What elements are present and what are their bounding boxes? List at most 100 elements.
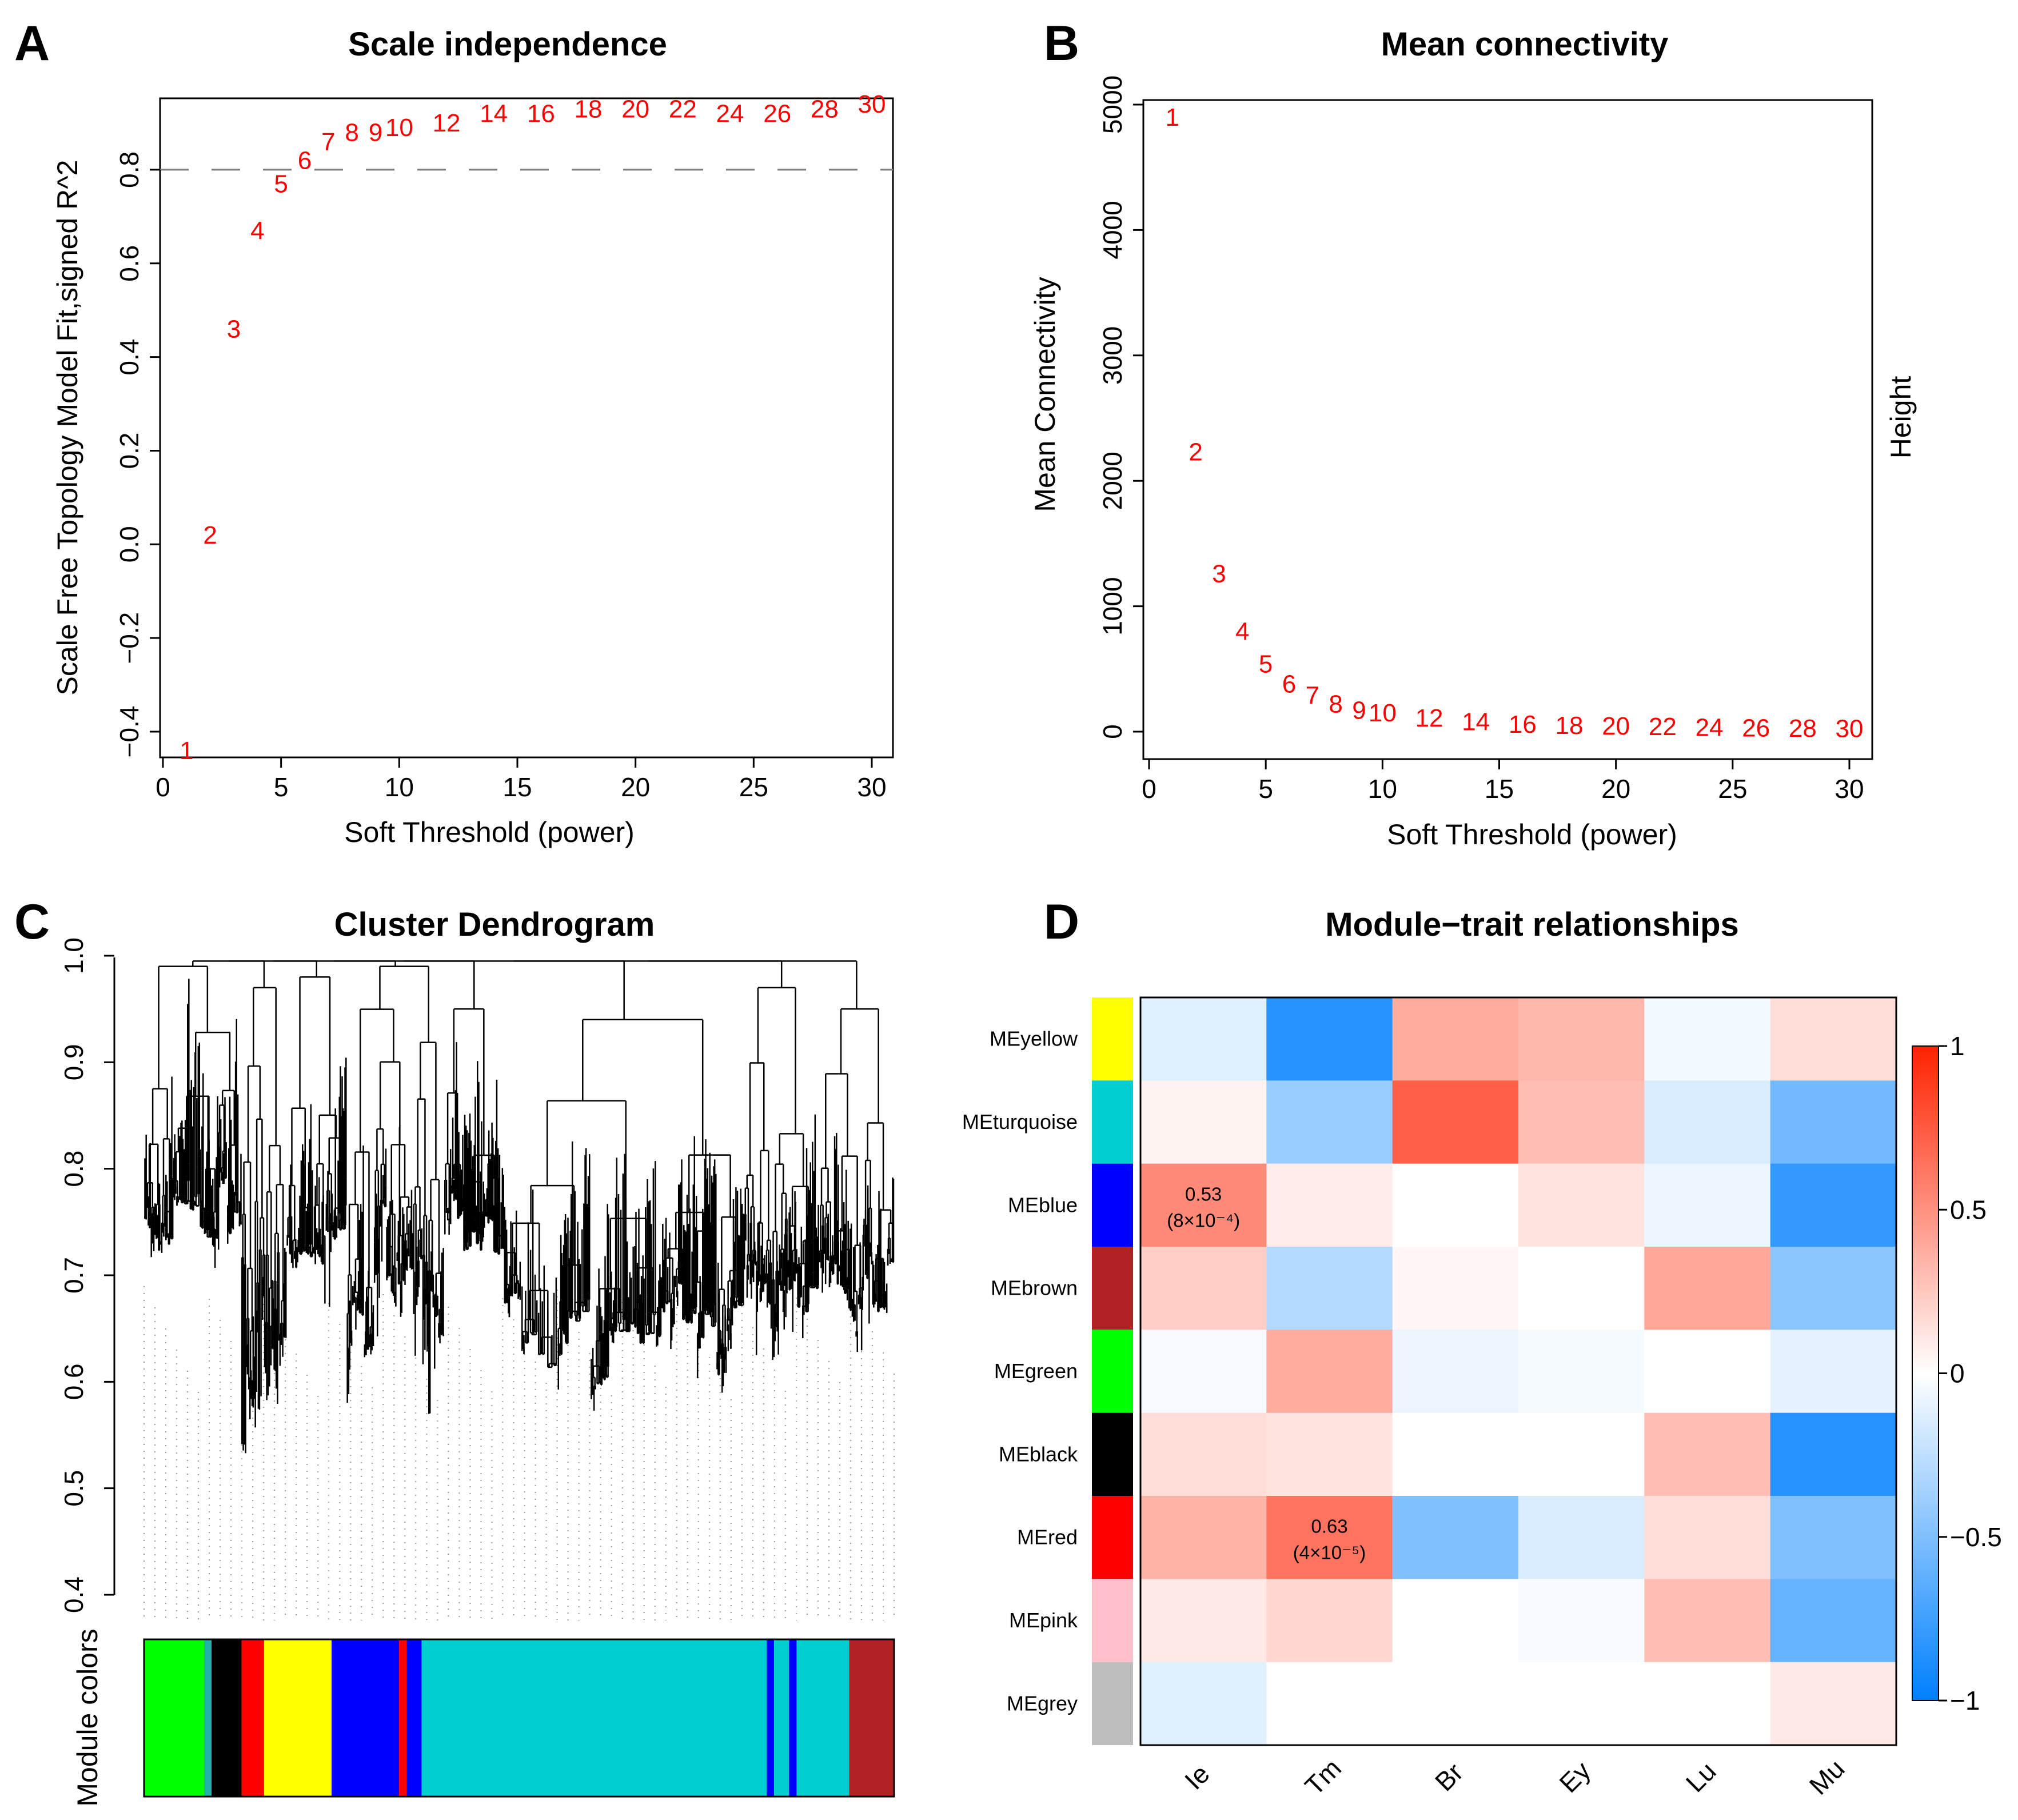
panel-b-y-tick-label: 0	[1098, 724, 1127, 739]
heatmap-row-label: MEbrown	[991, 1276, 1078, 1300]
panel-a-point-label: 28	[811, 95, 839, 123]
heatmap-cell	[1266, 1330, 1393, 1414]
panel-a-y-tick-label: 0.4	[114, 339, 144, 376]
heatmap-cell	[1644, 1247, 1771, 1330]
module-color-segment	[399, 1639, 407, 1797]
panel-a-title: Scale independence	[348, 26, 667, 63]
panel-a-point-label: 7	[321, 128, 335, 156]
panel-b-y-tick-label: 2000	[1098, 452, 1127, 510]
heatmap-cell	[1140, 1496, 1267, 1579]
panel-a-x-tick-label: 10	[385, 772, 414, 802]
heatmap-cell	[1266, 1412, 1393, 1496]
panel-letter-d: D	[1044, 895, 1079, 949]
panel-b-point-label: 14	[1462, 708, 1490, 736]
panel-a-point-label: 12	[433, 109, 461, 137]
heatmap-cell	[1140, 1163, 1267, 1247]
module-color-segment	[796, 1639, 850, 1797]
panel-b-y-axis-label: Mean Connectivity	[1029, 277, 1061, 512]
panel-b-point-label: 30	[1836, 715, 1864, 743]
module-row-color	[1092, 1412, 1133, 1496]
module-color-bar-frame	[143, 1638, 895, 1798]
heatmap-cell	[1392, 1412, 1519, 1496]
panel-a-x-tick-label: 0	[155, 772, 170, 802]
panel-letter-a: A	[14, 16, 50, 71]
panel-b-point-label: 10	[1369, 699, 1397, 727]
heatmap-cell	[1518, 1163, 1645, 1247]
panel-b-point-label: 8	[1329, 691, 1342, 719]
panel-b-point-label: 2	[1189, 438, 1202, 466]
heatmap-cell	[1770, 1412, 1897, 1496]
panel-a-y-tick-label: 0.2	[114, 432, 144, 469]
heatmap-row-label: MEgreen	[994, 1359, 1078, 1383]
panel-a-point-label: 26	[763, 100, 791, 128]
module-colors-label: Module colors	[71, 1629, 103, 1806]
panel-a-point-label: 6	[298, 147, 312, 175]
panel-b-point-label: 9	[1352, 697, 1366, 725]
module-color-segment	[241, 1639, 264, 1797]
panel-b: B Mean connectivity 0 5 10 15 20 25 30 0100020…	[1029, 16, 1917, 851]
module-row-color	[1092, 1496, 1133, 1579]
heatmap-column-label: Ie	[1179, 1759, 1215, 1795]
module-color-segment	[849, 1639, 894, 1797]
panel-b-point-label: 4	[1235, 617, 1249, 645]
panel-c-title: Cluster Dendrogram	[334, 906, 655, 943]
heatmap-cell	[1140, 1662, 1267, 1746]
panel-b-x-tick-label: 0	[1142, 774, 1156, 804]
heatmap-row-label: MEturquoise	[962, 1110, 1078, 1133]
panel-a-point-label: 22	[669, 95, 697, 123]
panel-c-y-tick-label: 0.4	[59, 1576, 89, 1613]
panel-a-y-tick-label: −0.2	[114, 612, 144, 664]
panel-c-y-tick-label: 1.0	[59, 937, 89, 974]
panel-a-x-tick-label: 15	[502, 772, 532, 802]
panel-b-point-label: 18	[1556, 712, 1584, 740]
heatmap-cell	[1770, 997, 1897, 1081]
heatmap-cell	[1518, 1579, 1645, 1663]
panel-a-y-tick-label: 0.8	[114, 151, 144, 188]
panel-a-y-tick-label: 0.6	[114, 245, 144, 282]
panel-b-side-label-height: Height	[1885, 376, 1917, 459]
panel-c-y-tick-label: 0.6	[59, 1363, 89, 1400]
panel-a-point-label: 8	[345, 118, 358, 146]
panel-b-y-tick-label: 3000	[1098, 326, 1127, 385]
heatmap-cell	[1770, 1330, 1897, 1414]
panel-b-point-label: 3	[1212, 560, 1226, 588]
panel-b-point-label: 22	[1649, 713, 1677, 741]
panel-c-y-tick-label: 0.7	[59, 1257, 89, 1294]
heatmap-cell	[1392, 1496, 1519, 1579]
module-row-color	[1092, 1330, 1133, 1413]
module-color-segment	[144, 1639, 204, 1797]
heatmap-cell	[1392, 1163, 1519, 1247]
heatmap-cell	[1644, 1080, 1771, 1164]
heatmap-cell	[1140, 997, 1267, 1081]
panel-a: A Scale independence 0 5 10 15 20 25 30 −0.4−0…	[14, 16, 894, 848]
module-color-segment	[406, 1639, 422, 1797]
panel-a-point-label: 2	[203, 521, 217, 549]
panel-a-point-label: 30	[858, 90, 886, 118]
module-color-segment	[332, 1639, 400, 1797]
heatmap-column-label: Tm	[1299, 1753, 1347, 1801]
panel-a-point-label: 10	[385, 114, 413, 142]
panel-b-title: Mean connectivity	[1381, 26, 1669, 63]
heatmap-cell	[1644, 1662, 1771, 1746]
module-row-color	[1092, 1080, 1133, 1164]
heatmap-cell	[1140, 1330, 1267, 1414]
panel-b-point-label: 28	[1789, 715, 1817, 743]
heatmap-cell	[1392, 1330, 1519, 1414]
heatmap-column-label: Lu	[1680, 1756, 1722, 1798]
heatmap-cell	[1266, 1080, 1393, 1164]
heatmap-cell	[1770, 1662, 1897, 1746]
panel-a-point-label: 3	[227, 315, 241, 343]
heatmap-cell	[1770, 1496, 1897, 1579]
heatmap-cell	[1140, 1080, 1267, 1164]
module-row-color	[1092, 1579, 1133, 1662]
panel-b-point-label: 16	[1509, 711, 1537, 739]
module-row-color	[1092, 1163, 1133, 1247]
panel-b-point-label: 5	[1259, 650, 1273, 678]
heatmap-cell	[1266, 1662, 1393, 1746]
panel-a-point-label: 14	[480, 100, 508, 128]
panel-c-y-tick-label: 0.9	[59, 1044, 89, 1080]
heatmap-row-label: MEred	[1017, 1526, 1078, 1549]
panel-b-x-tick-label: 25	[1718, 774, 1747, 804]
panel-b-point-label: 7	[1306, 681, 1319, 709]
